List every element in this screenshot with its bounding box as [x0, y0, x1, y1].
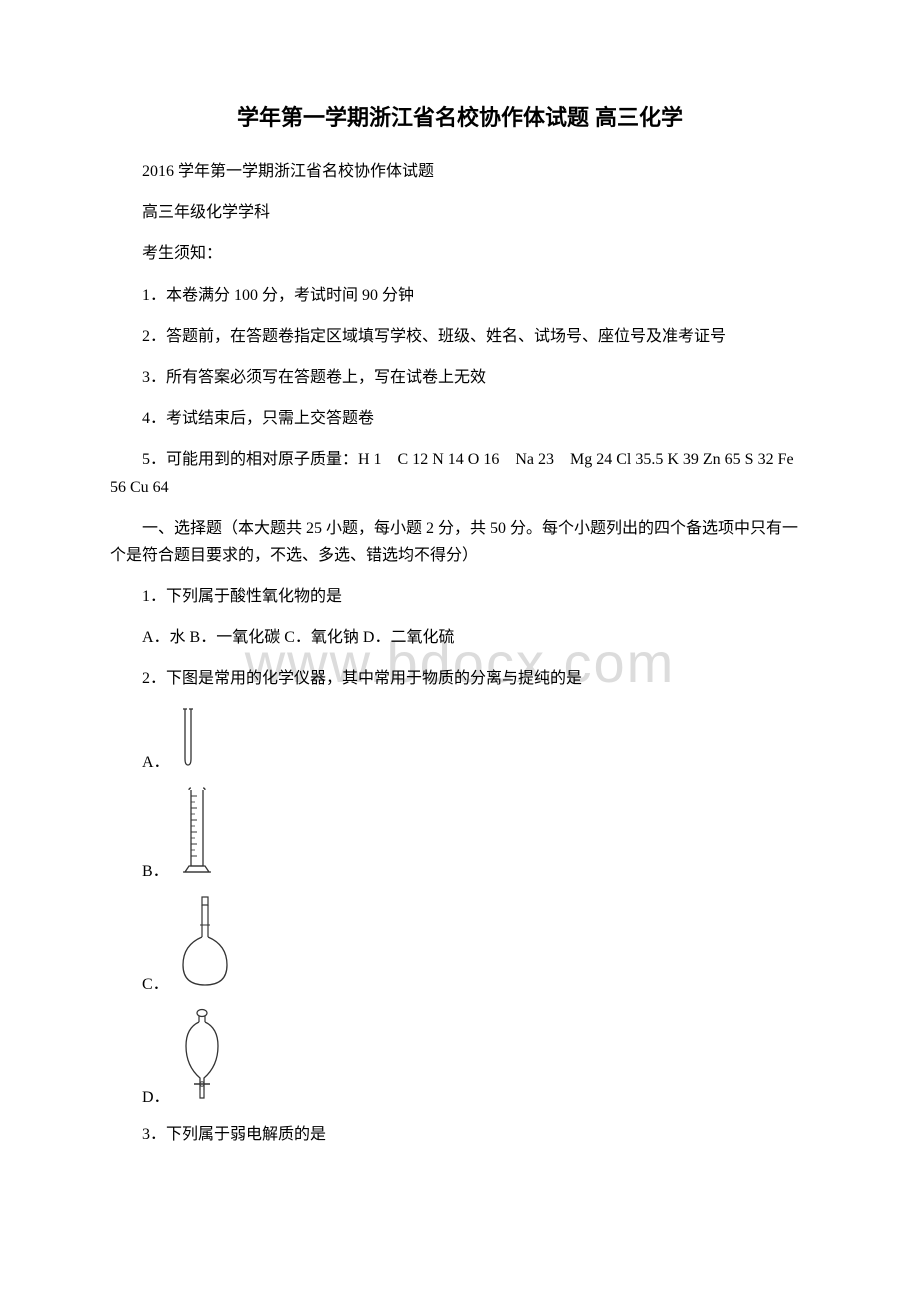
notice-header: 考生须知： [110, 240, 810, 267]
notice-3: 3．所有答案必须写在答题卷上，写在试卷上无效 [110, 364, 810, 391]
question-2-option-b: B． [110, 786, 810, 883]
graduated-cylinder-icon [175, 786, 219, 883]
separating-funnel-icon [176, 1008, 228, 1109]
question-2-option-d: D． [110, 1008, 810, 1109]
notice-1: 1．本卷满分 100 分，考试时间 90 分钟 [110, 282, 810, 309]
subtitle: 2016 学年第一学期浙江省名校协作体试题 [110, 158, 810, 185]
option-c-label: C． [142, 970, 169, 996]
option-a-label: A． [142, 748, 170, 774]
option-d-label: D． [142, 1083, 170, 1109]
notice-5: 5．可能用到的相对原子质量：H 1 C 12 N 14 O 16 Na 23 M… [110, 446, 810, 500]
volumetric-flask-icon [175, 895, 235, 996]
document-title: 学年第一学期浙江省名校协作体试题 高三化学 [110, 100, 810, 132]
question-1-options: A．水 B．一氧化碳 C．氧化钠 D．二氧化硫 [110, 624, 810, 651]
section-1-header: 一、选择题（本大题共 25 小题，每小题 2 分，共 50 分。每个小题列出的四… [110, 515, 810, 569]
grade-subject: 高三年级化学学科 [110, 199, 810, 226]
test-tube-icon [176, 707, 200, 774]
question-2-option-c: C． [110, 895, 810, 996]
notice-4: 4．考试结束后，只需上交答题卷 [110, 405, 810, 432]
question-2-stem: 2．下图是常用的化学仪器，其中常用于物质的分离与提纯的是 [110, 665, 810, 692]
question-1-stem: 1．下列属于酸性氧化物的是 [110, 583, 810, 610]
document-content: 学年第一学期浙江省名校协作体试题 高三化学 2016 学年第一学期浙江省名校协作… [110, 100, 810, 1148]
option-b-label: B． [142, 857, 169, 883]
notice-2: 2．答题前，在答题卷指定区域填写学校、班级、姓名、试场号、座位号及准考证号 [110, 323, 810, 350]
question-3-stem: 3．下列属于弱电解质的是 [110, 1121, 810, 1148]
question-2-option-a: A． [110, 707, 810, 774]
